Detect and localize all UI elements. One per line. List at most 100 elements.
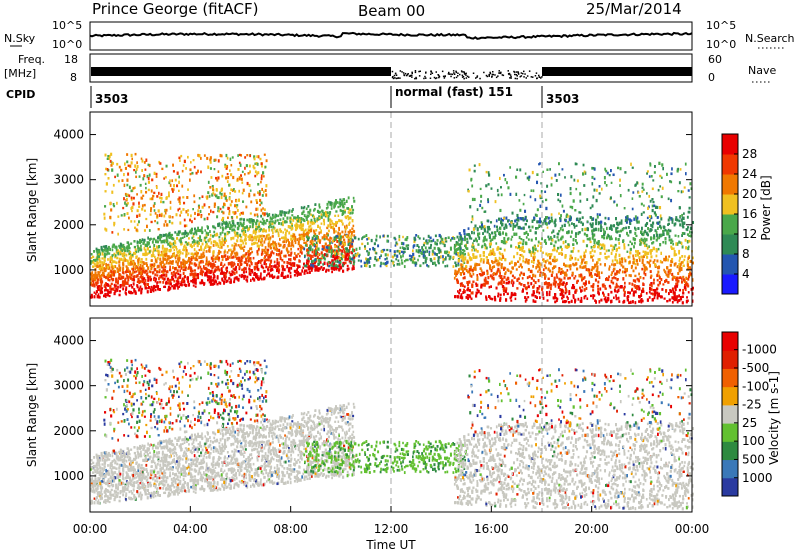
power-cell [172, 274, 175, 277]
power-cell [411, 260, 414, 264]
power-cell [439, 235, 442, 239]
power-cell [156, 195, 159, 198]
power-cell [102, 272, 105, 276]
power-cell [228, 277, 231, 280]
power-cell [253, 241, 256, 245]
power-cell [271, 213, 274, 217]
power-cell [156, 214, 159, 218]
power-cell [210, 270, 213, 273]
power-cell [364, 245, 366, 248]
power-cell [220, 195, 223, 200]
power-cell [131, 253, 134, 257]
power-cell [223, 221, 225, 225]
power-cell [455, 252, 458, 256]
power-cell [126, 270, 130, 273]
power-cell [310, 213, 313, 216]
power-cell [205, 195, 208, 199]
power-cell [351, 205, 354, 209]
power-cell [686, 233, 690, 236]
power-cell [287, 269, 290, 273]
power-cell [338, 219, 341, 223]
power-cell [297, 252, 300, 256]
power-cell [318, 267, 321, 271]
power-cell [149, 270, 152, 274]
power-cell [634, 290, 637, 294]
power-cell [179, 230, 181, 234]
power-cell [160, 263, 163, 266]
power-cell [290, 252, 293, 255]
nave-point [424, 75, 426, 78]
power-cell [309, 247, 312, 252]
power-cell [246, 181, 249, 186]
power-cell [434, 234, 437, 238]
power-cell [577, 297, 580, 301]
power-cell [246, 154, 249, 157]
power-cell [160, 265, 163, 268]
power-cell [234, 190, 237, 193]
power-cell [228, 210, 231, 213]
power-cell [291, 241, 294, 246]
power-cell [96, 252, 99, 255]
power-cell [137, 249, 140, 253]
power-cell [650, 216, 653, 220]
power-cell [114, 256, 117, 259]
power-cell [152, 290, 155, 293]
power-cell [221, 243, 224, 247]
power-cell [210, 241, 213, 245]
power-cell [307, 205, 310, 208]
power-cell [146, 224, 148, 229]
power-cell [586, 297, 589, 301]
power-cell [163, 223, 166, 227]
power-cell [141, 169, 143, 172]
power-cell [533, 252, 536, 256]
power-cell [130, 261, 132, 264]
power-cell [166, 239, 169, 243]
power-cell [249, 257, 252, 261]
nave-point [443, 77, 446, 79]
power-cell [187, 188, 189, 191]
power-cell [113, 224, 115, 227]
power-cell [320, 257, 323, 260]
power-cell [235, 256, 238, 260]
nave-point [394, 77, 396, 79]
power-cell [271, 235, 274, 238]
power-cell [139, 276, 142, 279]
power-cell [325, 249, 328, 252]
power-cell [155, 172, 158, 176]
power-cell [240, 236, 243, 239]
power-cell [678, 276, 681, 280]
power-cell [104, 292, 107, 296]
nave-point [509, 74, 512, 76]
power-cell [112, 203, 115, 207]
power-cell [138, 175, 141, 178]
power-cell [495, 271, 498, 275]
power-cell [205, 235, 208, 239]
power-cell [148, 173, 151, 177]
power-cell [138, 220, 140, 224]
power-cell [338, 264, 340, 268]
power-cell [333, 264, 336, 268]
power-cell [149, 288, 152, 292]
power-cell [105, 182, 108, 186]
power-cell [615, 253, 617, 256]
power-cell [140, 196, 143, 200]
nave-point [516, 77, 518, 80]
power-cell [130, 276, 132, 280]
nave-point [425, 77, 427, 79]
power-cell [122, 262, 125, 265]
power-cell [226, 224, 229, 228]
power-cell [112, 287, 115, 291]
power-cell [490, 253, 492, 256]
power-cell [400, 259, 403, 262]
power-cell [339, 235, 342, 239]
power-cell [196, 275, 199, 279]
power-cell [654, 229, 657, 233]
power-cell [131, 209, 133, 213]
power-cell [425, 239, 427, 243]
power-cell [337, 231, 340, 235]
power-cell [145, 273, 148, 276]
power-cell [123, 246, 126, 250]
power-cell [241, 227, 244, 231]
power-cell [190, 227, 194, 232]
power-cell [255, 230, 258, 234]
